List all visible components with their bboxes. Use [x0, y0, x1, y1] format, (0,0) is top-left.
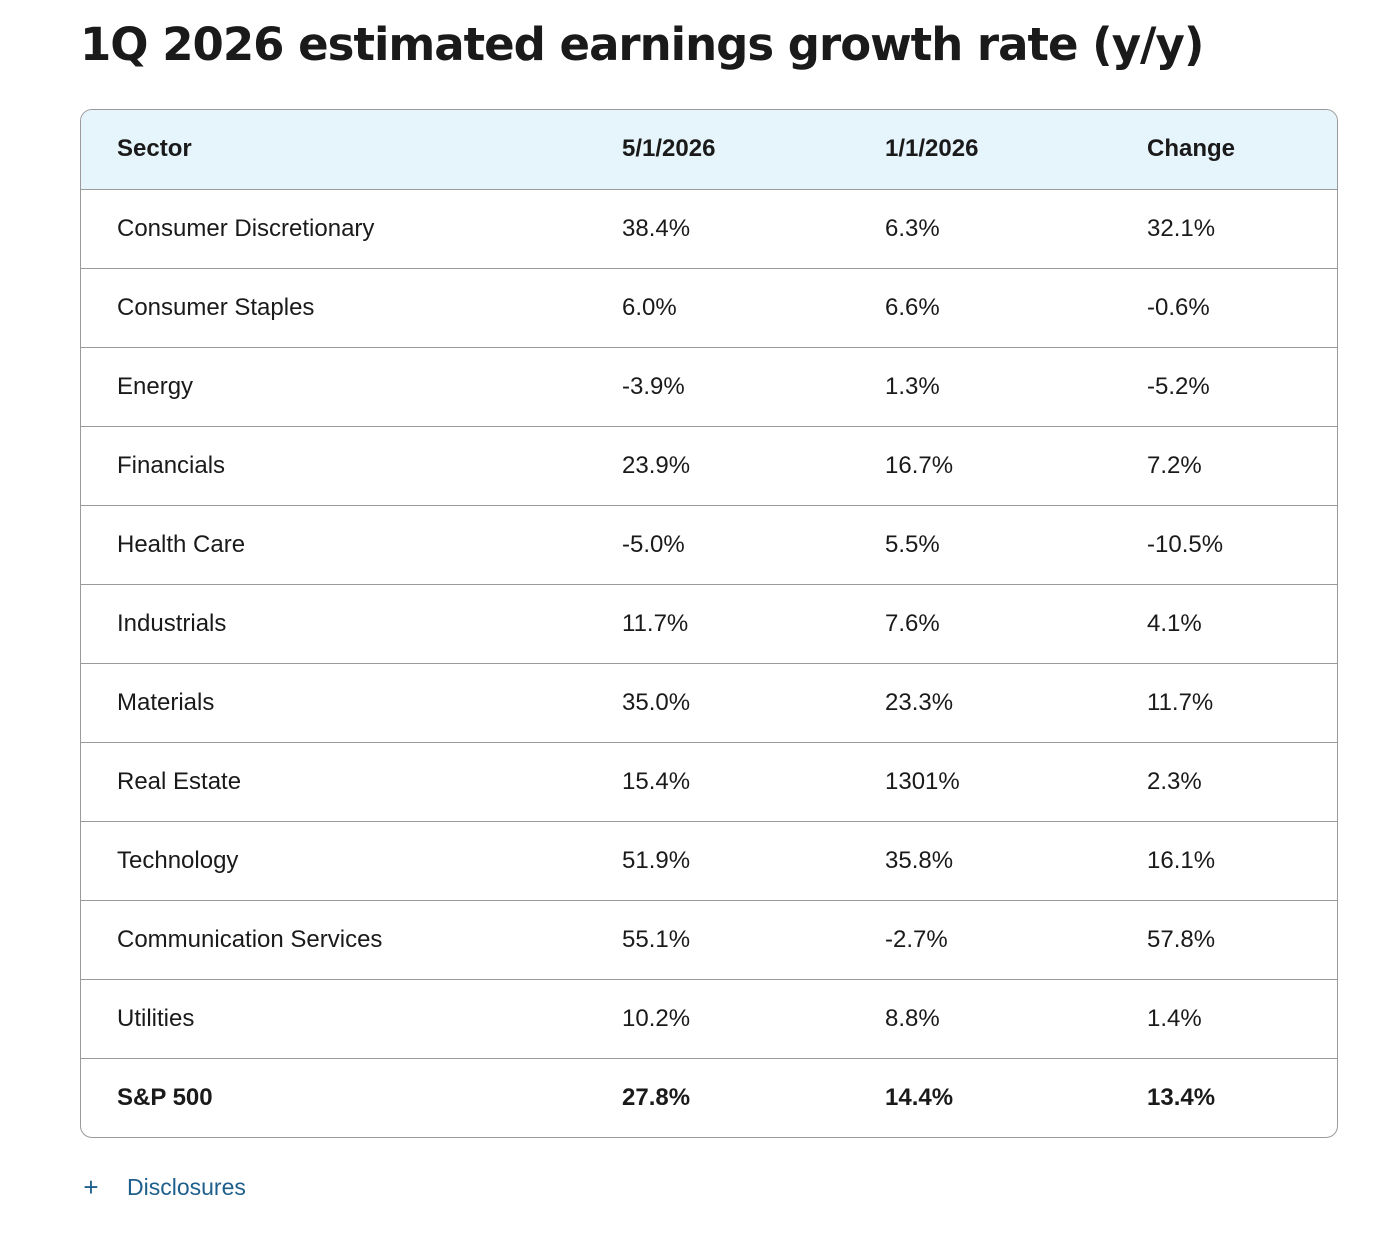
value-1-1-cell: 35.8% — [849, 821, 1111, 901]
value-5-1-cell: 10.2% — [586, 979, 849, 1059]
change-cell: 32.1% — [1111, 189, 1337, 269]
value-5-1-cell: 6.0% — [586, 268, 849, 348]
header-change: Change — [1111, 110, 1337, 190]
earnings-growth-table: Sector 5/1/2026 1/1/2026 Change Consumer… — [81, 110, 1337, 1137]
total-row: S&P 500 27.8% 14.4% 13.4% — [81, 1058, 1337, 1137]
value-1-1-cell: 1301% — [849, 742, 1111, 822]
value-1-1-cell: 16.7% — [849, 426, 1111, 506]
change-cell: 16.1% — [1111, 821, 1337, 901]
value-5-1-cell: -3.9% — [586, 347, 849, 427]
value-1-1-cell: 8.8% — [849, 979, 1111, 1059]
sector-cell: Consumer Discretionary — [81, 189, 586, 269]
table-row: Health Care -5.0% 5.5% -10.5% — [81, 505, 1337, 585]
header-5-1-2026: 5/1/2026 — [586, 110, 849, 190]
sector-cell: Real Estate — [81, 742, 586, 822]
change-cell: 57.8% — [1111, 900, 1337, 980]
value-1-1-cell: 23.3% — [849, 663, 1111, 743]
value-5-1-cell: 55.1% — [586, 900, 849, 980]
total-change-cell: 13.4% — [1147, 1083, 1216, 1111]
value-5-1-cell: 15.4% — [586, 742, 849, 822]
change-cell: -0.6% — [1111, 268, 1337, 348]
table-row: Consumer Staples 6.0% 6.6% -0.6% — [81, 268, 1337, 348]
plus-icon: + — [83, 1172, 99, 1202]
table-row: Consumer Discretionary 38.4% 6.3% 32.1% — [81, 189, 1337, 269]
value-5-1-cell: -5.0% — [586, 505, 849, 585]
change-cell: -5.2% — [1111, 347, 1337, 427]
change-cell: 7.2% — [1111, 426, 1337, 506]
value-5-1-cell: 11.7% — [586, 584, 849, 664]
change-cell: 1.4% — [1111, 979, 1337, 1059]
value-1-1-cell: 1.3% — [849, 347, 1111, 427]
table-row: Financials 23.9% 16.7% 7.2% — [81, 426, 1337, 506]
page-title: 1Q 2026 estimated earnings growth rate (… — [80, 18, 1204, 71]
table-row: Communication Services 55.1% -2.7% 57.8% — [81, 900, 1337, 980]
table-row: Technology 51.9% 35.8% 16.1% — [81, 821, 1337, 901]
table-row: Utilities 10.2% 8.8% 1.4% — [81, 979, 1337, 1059]
sector-cell: Consumer Staples — [81, 268, 586, 348]
total-label-cell: S&P 500 — [117, 1083, 213, 1111]
disclosures-toggle[interactable]: + Disclosures — [80, 1170, 246, 1204]
sector-cell: Industrials — [81, 584, 586, 664]
sector-cell: Utilities — [81, 979, 586, 1059]
value-5-1-cell: 35.0% — [586, 663, 849, 743]
value-5-1-cell: 51.9% — [586, 821, 849, 901]
value-1-1-cell: 6.3% — [849, 189, 1111, 269]
value-1-1-cell: 7.6% — [849, 584, 1111, 664]
table-row: Materials 35.0% 23.3% 11.7% — [81, 663, 1337, 743]
table-row: Energy -3.9% 1.3% -5.2% — [81, 347, 1337, 427]
total-1-1-cell: 14.4% — [885, 1083, 954, 1111]
change-cell: -10.5% — [1111, 505, 1337, 585]
value-5-1-cell: 23.9% — [586, 426, 849, 506]
table-row: Real Estate 15.4% 1301% 2.3% — [81, 742, 1337, 822]
sector-cell: Technology — [81, 821, 586, 901]
value-1-1-cell: -2.7% — [849, 900, 1111, 980]
sector-cell: Communication Services — [81, 900, 586, 980]
total-5-1-cell: 27.8% — [622, 1083, 691, 1111]
table-header-row: Sector 5/1/2026 1/1/2026 Change — [81, 110, 1337, 190]
value-1-1-cell: 5.5% — [849, 505, 1111, 585]
sector-cell: Financials — [81, 426, 586, 506]
change-cell: 4.1% — [1111, 584, 1337, 664]
table-row: Industrials 11.7% 7.6% 4.1% — [81, 584, 1337, 664]
disclosures-label[interactable]: Disclosures — [127, 1173, 246, 1200]
change-cell: 2.3% — [1111, 742, 1337, 822]
earnings-table-card: Sector 5/1/2026 1/1/2026 Change Consumer… — [80, 109, 1338, 1138]
header-sector: Sector — [81, 110, 586, 190]
value-1-1-cell: 6.6% — [849, 268, 1111, 348]
header-1-1-2026: 1/1/2026 — [849, 110, 1111, 190]
sector-cell: Health Care — [81, 505, 586, 585]
value-5-1-cell: 38.4% — [586, 189, 849, 269]
sector-cell: Materials — [81, 663, 586, 743]
change-cell: 11.7% — [1111, 663, 1337, 743]
sector-cell: Energy — [81, 347, 586, 427]
